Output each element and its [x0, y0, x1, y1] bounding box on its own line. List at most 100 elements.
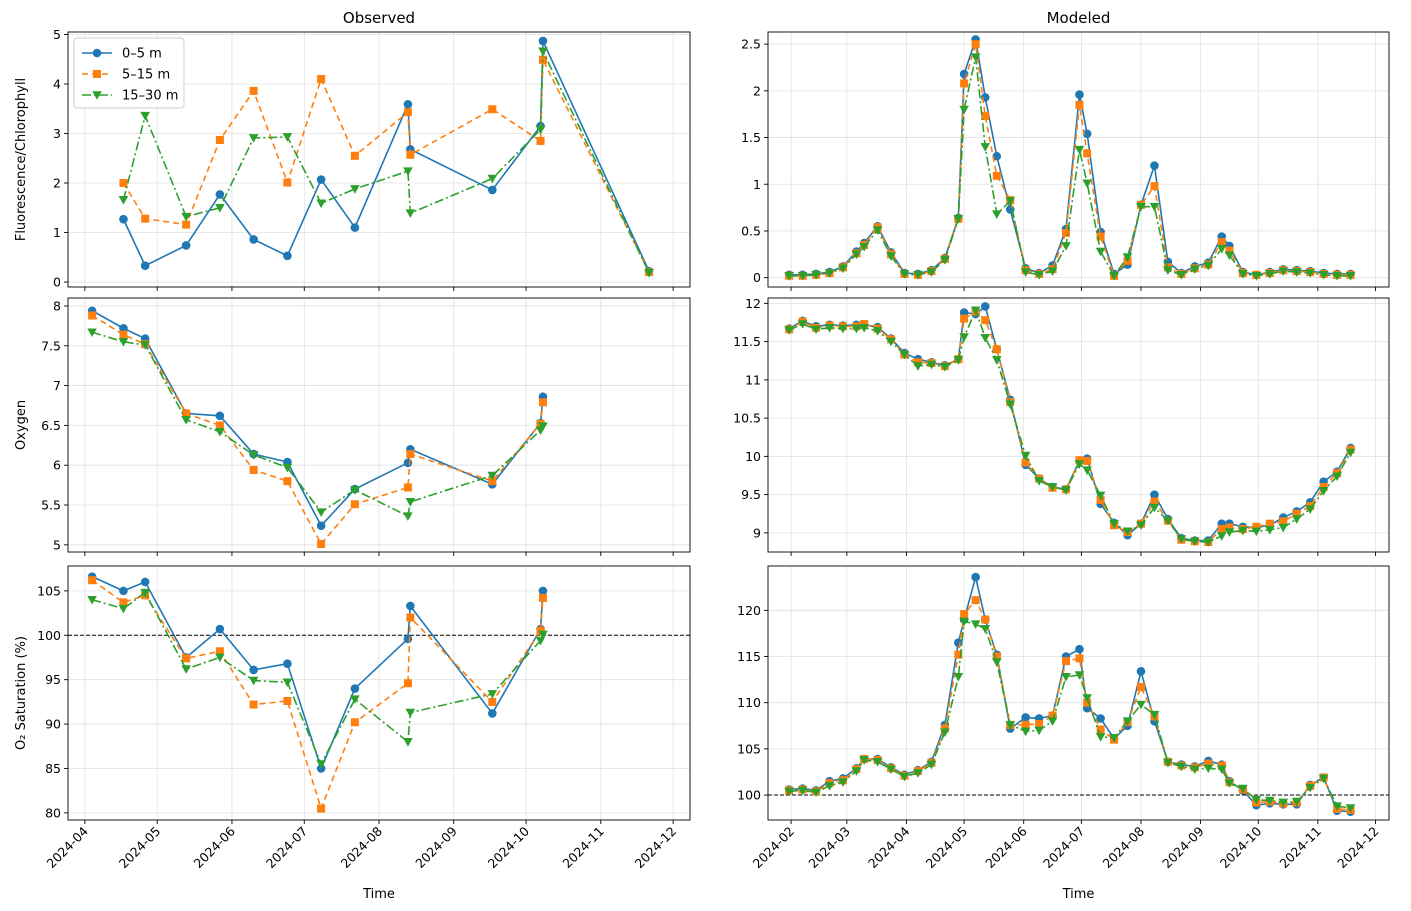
- data-point: [248, 451, 259, 460]
- y-tick-label: 105: [737, 741, 761, 756]
- data-point: [981, 316, 990, 325]
- data-point: [1318, 774, 1329, 784]
- data-point: [1238, 526, 1248, 536]
- x-tick-label: 2024-03: [805, 824, 853, 872]
- data-point: [1095, 247, 1106, 257]
- data-point: [282, 463, 293, 473]
- data-point: [403, 99, 413, 109]
- panel-observed-chl: 0 1 2 3 4 5 Observed Fluorescence/Chlorophyll 0–…: [14, 9, 691, 291]
- data-point: [824, 269, 835, 278]
- data-point: [1149, 202, 1160, 212]
- panel-title: Modeled: [1047, 9, 1111, 27]
- data-point: [1332, 271, 1342, 281]
- data-point: [538, 586, 548, 596]
- data-point: [1190, 537, 1200, 547]
- data-point: [119, 586, 128, 596]
- y-tick-label: 2: [753, 83, 761, 98]
- series-3: [87, 588, 548, 769]
- data-point: [1318, 271, 1329, 280]
- data-point: [538, 398, 547, 407]
- data-point: [838, 778, 848, 787]
- data-point: [249, 700, 258, 709]
- data-point: [913, 769, 923, 778]
- data-point: [899, 350, 910, 360]
- legend: 0–5 m 5–15 m 15–30 m: [73, 37, 185, 109]
- data-point: [991, 658, 1002, 667]
- y-tick-label: 10: [745, 449, 761, 464]
- data-point: [538, 47, 548, 57]
- series-line: [91, 331, 544, 517]
- data-point: [1020, 268, 1031, 277]
- data-point: [88, 576, 97, 585]
- data-point: [860, 320, 869, 329]
- data-point: [215, 411, 225, 421]
- data-point: [960, 610, 969, 619]
- data-point: [1264, 526, 1275, 535]
- y-tick-label: 1.5: [741, 130, 761, 145]
- x-tick-label: 2024-06: [191, 823, 239, 871]
- data-point: [1136, 202, 1146, 212]
- data-point: [1047, 267, 1058, 276]
- data-point: [981, 615, 990, 624]
- data-point: [317, 804, 326, 813]
- data-point: [1020, 451, 1031, 461]
- x-tick-label: 2024-12: [632, 824, 680, 872]
- data-point: [980, 625, 991, 634]
- data-point: [954, 650, 963, 659]
- data-point: [1062, 228, 1071, 237]
- data-point: [1163, 758, 1173, 768]
- data-point: [1074, 671, 1085, 680]
- data-point: [283, 477, 292, 486]
- data-point: [488, 709, 497, 718]
- data-point: [1109, 733, 1119, 743]
- data-point: [118, 604, 129, 614]
- data-point: [88, 311, 97, 320]
- data-point: [406, 450, 415, 459]
- data-point: [1318, 486, 1329, 496]
- data-point: [899, 270, 910, 279]
- data-point: [140, 577, 150, 587]
- data-point: [1251, 795, 1262, 805]
- x-tick-label: 2024-04: [865, 823, 913, 871]
- data-point: [487, 174, 498, 184]
- x-axis-label: Time: [362, 887, 395, 902]
- y-tick-label: 115: [737, 649, 761, 664]
- data-point: [215, 653, 225, 663]
- data-point: [215, 190, 225, 199]
- data-point: [1225, 246, 1234, 255]
- data-point: [1291, 515, 1302, 524]
- data-point: [811, 788, 821, 798]
- data-point: [1061, 242, 1071, 251]
- data-point: [1096, 714, 1105, 723]
- data-point: [1163, 516, 1173, 526]
- data-point: [886, 337, 896, 347]
- data-point: [283, 251, 292, 261]
- y-tick-label: 0: [53, 275, 61, 290]
- legend-marker: [92, 91, 102, 100]
- legend-label: 0–5 m: [122, 47, 162, 62]
- y-tick-label: 1: [53, 225, 61, 240]
- data-point: [991, 210, 1002, 219]
- data-point: [1332, 802, 1342, 811]
- y-tick-label: 0: [753, 270, 761, 285]
- data-point: [140, 261, 150, 271]
- data-point: [953, 356, 964, 365]
- data-point: [859, 243, 869, 252]
- data-point: [1224, 528, 1235, 537]
- data-point: [824, 782, 835, 791]
- data-point: [872, 758, 883, 767]
- data-point: [1075, 100, 1084, 109]
- data-point: [851, 324, 862, 334]
- data-point: [283, 659, 292, 668]
- data-point: [1190, 265, 1200, 275]
- data-point: [403, 634, 413, 644]
- data-point: [403, 483, 412, 492]
- data-point: [1345, 271, 1356, 281]
- data-point: [1305, 269, 1315, 278]
- data-point: [181, 416, 191, 425]
- y-tick-label: 110: [737, 695, 761, 710]
- data-point: [215, 135, 224, 144]
- legend-marker: [93, 70, 101, 78]
- data-point: [1150, 161, 1159, 170]
- x-tick-label: 2024-11: [559, 824, 607, 872]
